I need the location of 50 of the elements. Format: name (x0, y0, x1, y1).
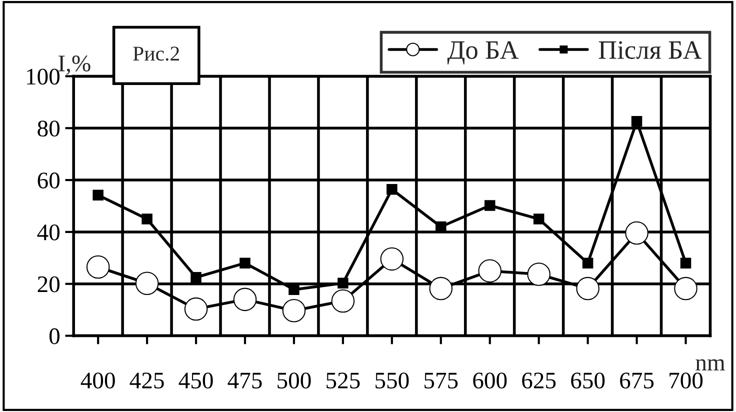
point (282, 298, 306, 322)
x-tick-label: 600 (473, 372, 507, 389)
text: Рис.2 (133, 46, 180, 61)
point (680, 258, 692, 268)
x-tick-label: 575 (424, 372, 458, 389)
point (386, 184, 398, 195)
point (576, 276, 600, 300)
point (380, 247, 404, 271)
x-tick-label: 700 (670, 372, 703, 389)
point (86, 255, 110, 279)
y-tick-label: 60 (38, 172, 60, 188)
y-axis-title: I,% (58, 55, 90, 75)
point (331, 289, 355, 313)
y-tick-label: 0 (50, 328, 60, 344)
point (484, 200, 496, 211)
point (92, 190, 104, 200)
point (142, 214, 152, 224)
point (233, 288, 257, 312)
point (625, 221, 648, 245)
x-tick-label: 675 (620, 372, 654, 389)
x-tick-label: 475 (228, 372, 262, 389)
y-tick-label: 80 (38, 120, 60, 137)
x-axis-title: nm (696, 359, 725, 370)
point (135, 272, 159, 295)
point (436, 221, 446, 232)
point (338, 278, 348, 288)
x-tick-label: 525 (326, 372, 360, 389)
x-tick-label: 425 (130, 372, 164, 389)
point (190, 272, 202, 283)
point (429, 276, 453, 300)
point (533, 214, 544, 224)
point (631, 116, 642, 127)
point (527, 262, 550, 286)
y-tick-label: 40 (37, 224, 60, 240)
x-tick-label: 450 (178, 372, 213, 389)
y-tick-label: 20 (38, 276, 60, 292)
x-tick-label: 500 (278, 372, 311, 389)
x-tick-label: 650 (571, 372, 605, 389)
point (184, 297, 208, 321)
legend-label: До БА (447, 41, 519, 64)
y-tick-label: 100 (27, 68, 60, 85)
point (478, 259, 502, 283)
legend-label: Після БА (598, 41, 702, 59)
point (674, 276, 698, 300)
x-tick-label: 400 (80, 372, 115, 389)
x-tick-label: 625 (522, 372, 556, 389)
point (288, 284, 300, 295)
point (582, 258, 594, 268)
point (240, 258, 250, 268)
x-tick-label: 550 (376, 372, 409, 389)
